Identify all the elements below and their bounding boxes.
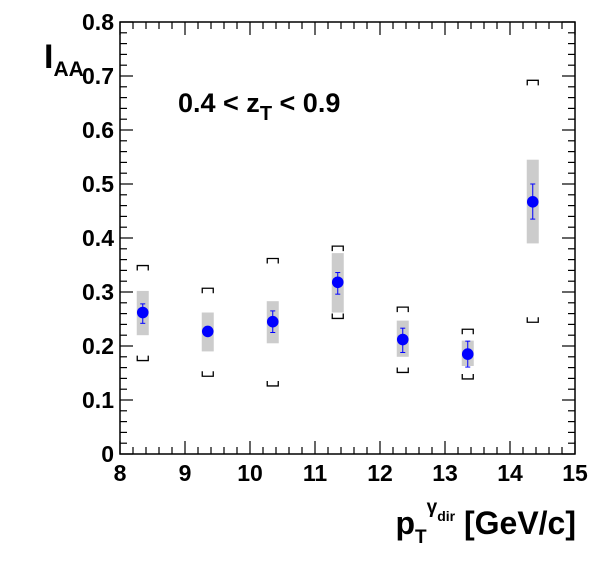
x-tick-label: 9 xyxy=(179,460,192,486)
x-tick-label: 13 xyxy=(432,460,458,486)
x-tick-label: 10 xyxy=(237,460,263,486)
annotation-text: 0.4 < zT < 0.9 xyxy=(178,88,340,125)
y-tick-label: 0.5 xyxy=(82,171,114,197)
y-tick-labels: 0 0.1 0.2 0.3 0.4 0.5 0.6 0.7 0.8 xyxy=(82,9,114,467)
plot-frame xyxy=(119,21,576,455)
stat-error-bars xyxy=(140,183,536,368)
bracket-upper xyxy=(136,264,149,271)
data-point xyxy=(526,196,539,208)
data-point xyxy=(266,315,279,328)
x-axis-title: pTγdir [GeV/c] xyxy=(395,497,576,548)
y-tick-label: 0 xyxy=(101,441,114,467)
annotation-suffix: < 0.9 xyxy=(272,88,340,118)
bracket-lower xyxy=(266,380,279,387)
data-point xyxy=(136,306,149,319)
systematic-boxes xyxy=(136,159,539,366)
annotation-subscript: T xyxy=(260,103,272,125)
x-axis-title-subscript: T xyxy=(415,527,427,548)
y-axis-title-main: I xyxy=(44,38,53,76)
y-tick-label: 0.2 xyxy=(82,333,114,359)
x-tick-label: 8 xyxy=(114,460,127,486)
y-tick-label: 0.7 xyxy=(82,63,114,89)
x-tick-labels: 8 9 10 11 12 13 14 15 xyxy=(114,460,588,486)
data-point xyxy=(461,348,474,360)
x-axis-title-unit: [GeV/c] xyxy=(455,505,576,541)
y-tick-label: 0.3 xyxy=(82,279,114,305)
bracket-lower xyxy=(526,317,539,323)
x-axis-title-main: p xyxy=(395,505,415,541)
data-point xyxy=(331,276,344,289)
x-axis-title-superscript-sub: dir xyxy=(437,508,455,524)
bracket-lower xyxy=(201,371,214,377)
y-axis-title: IAA xyxy=(44,38,84,81)
bracket-upper xyxy=(526,79,539,86)
bracket-upper xyxy=(201,287,214,294)
y-tick-label: 0.8 xyxy=(82,9,114,35)
bracket-lower xyxy=(136,355,149,362)
x-tick-label: 12 xyxy=(367,460,393,486)
bracket-upper xyxy=(331,245,344,252)
bracket-upper xyxy=(461,328,474,335)
annotation-prefix: 0.4 < z xyxy=(178,88,260,118)
normalization-brackets xyxy=(136,79,539,387)
data-points xyxy=(136,196,539,360)
y-tick-label: 0.1 xyxy=(82,387,114,413)
bracket-lower xyxy=(396,367,409,374)
x-tick-label: 11 xyxy=(303,460,328,486)
y-axis-title-subscript: AA xyxy=(53,58,83,81)
x-tick-label: 15 xyxy=(562,460,588,486)
x-tick-label: 14 xyxy=(497,460,523,486)
axis-ticks xyxy=(119,21,576,455)
y-tick-label: 0.6 xyxy=(82,117,114,143)
data-point xyxy=(201,325,214,338)
x-axis-title-superscript: γ xyxy=(427,497,438,518)
bracket-upper xyxy=(266,257,279,264)
bracket-lower xyxy=(461,373,474,380)
bracket-lower xyxy=(331,313,344,320)
bracket-upper xyxy=(396,306,409,313)
data-point xyxy=(396,333,409,346)
y-tick-label: 0.4 xyxy=(82,225,114,251)
